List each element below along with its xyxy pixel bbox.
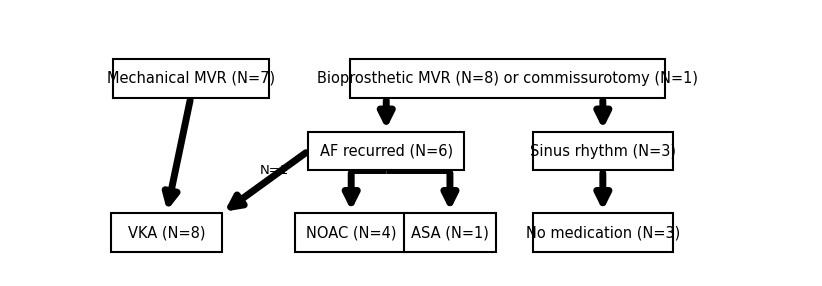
FancyBboxPatch shape xyxy=(113,59,269,98)
FancyBboxPatch shape xyxy=(295,213,407,252)
FancyBboxPatch shape xyxy=(533,132,673,170)
Text: VKA (N=8): VKA (N=8) xyxy=(127,225,206,240)
Text: Bioprosthetic MVR (N=8) or commissurotomy (N=1): Bioprosthetic MVR (N=8) or commissurotom… xyxy=(316,71,698,86)
FancyBboxPatch shape xyxy=(404,213,496,252)
Text: Mechanical MVR (N=7): Mechanical MVR (N=7) xyxy=(107,71,275,86)
Text: NOAC (N=4): NOAC (N=4) xyxy=(306,225,396,240)
Text: Sinus rhythm (N=3): Sinus rhythm (N=3) xyxy=(530,144,676,158)
Text: ASA (N=1): ASA (N=1) xyxy=(411,225,489,240)
FancyBboxPatch shape xyxy=(308,132,464,170)
Text: N=1: N=1 xyxy=(260,164,289,177)
FancyBboxPatch shape xyxy=(111,213,222,252)
FancyBboxPatch shape xyxy=(349,59,665,98)
Text: No medication (N=3): No medication (N=3) xyxy=(526,225,680,240)
FancyBboxPatch shape xyxy=(533,213,673,252)
Text: AF recurred (N=6): AF recurred (N=6) xyxy=(320,144,453,158)
